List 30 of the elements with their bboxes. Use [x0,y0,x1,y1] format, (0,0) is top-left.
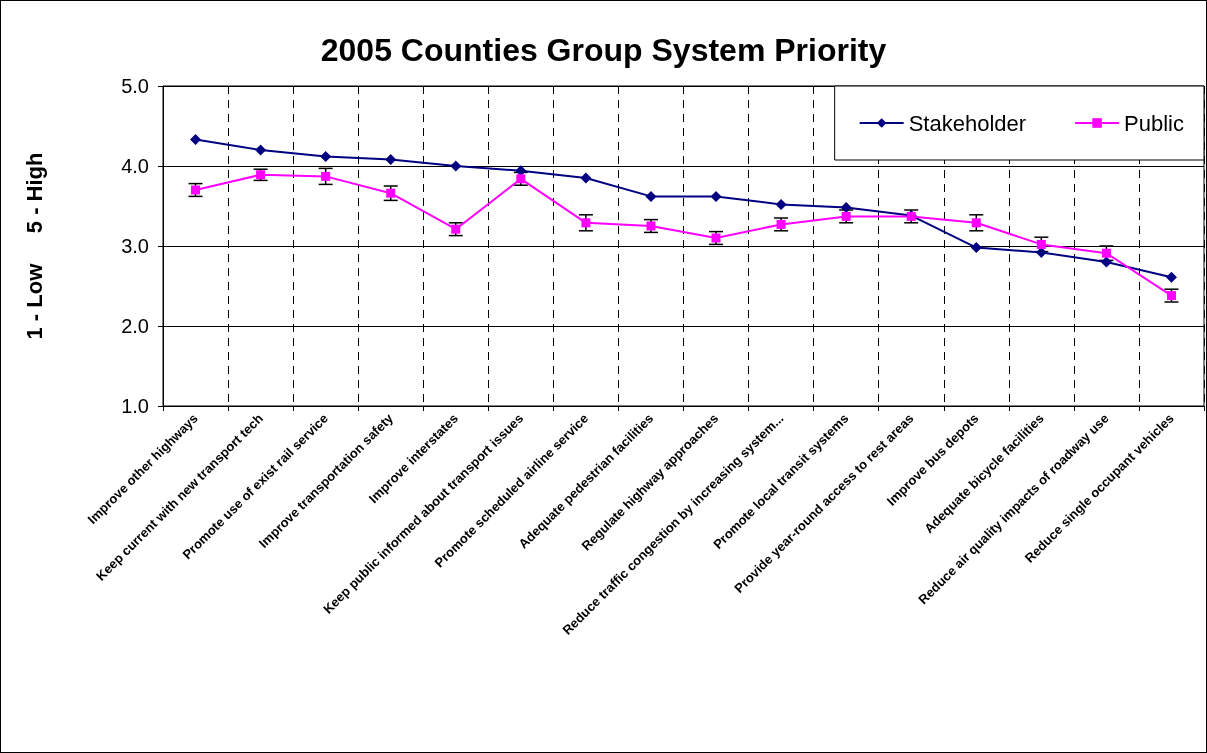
point [581,218,591,228]
point [1165,271,1177,283]
point [710,190,722,202]
point [386,188,396,198]
legend-label: Stakeholder [908,110,1027,136]
y-axis-title: 1 - Low 5 - High [21,152,47,340]
y-tick-label: 5.0 [121,75,149,97]
point [775,198,787,210]
point [256,170,266,180]
y-tick-label: 3.0 [121,235,149,257]
point [385,154,397,166]
point [1166,291,1176,301]
chart-title: 2005 Counties Group System Priority [320,32,887,68]
point [255,144,267,156]
y-tick-label: 2.0 [121,315,149,337]
point [970,242,982,254]
point [1036,239,1046,249]
point [580,172,592,184]
legend-label: Public [1124,110,1184,136]
point [1101,248,1111,258]
point [450,160,462,172]
y-tick-label: 4.0 [121,155,149,177]
point [645,190,657,202]
y-tick-label: 1.0 [121,395,149,417]
point [191,185,201,195]
point [1100,256,1112,268]
point [320,150,332,162]
point [190,134,202,146]
point [971,218,981,228]
point [321,171,331,181]
